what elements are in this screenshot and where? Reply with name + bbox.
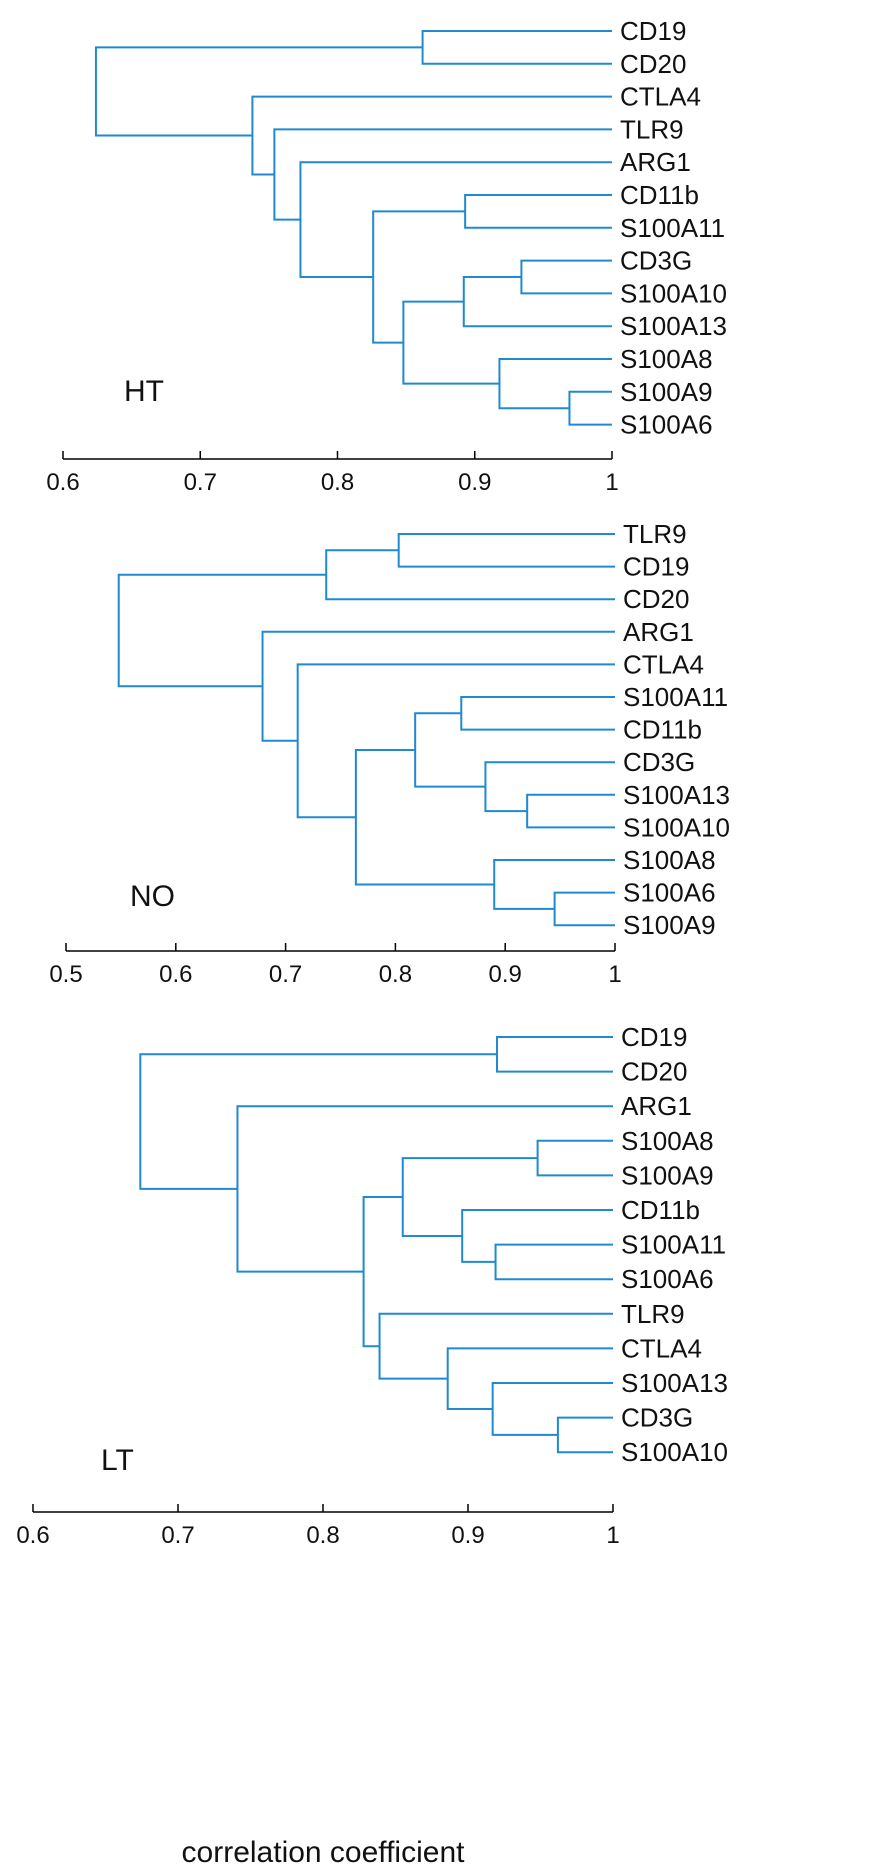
x-tick-label: 1: [605, 469, 618, 496]
leaf-label: S100A13: [620, 311, 727, 341]
leaf-label: S100A13: [621, 1368, 728, 1398]
dendrogram-link: [568, 390, 612, 426]
dendrogram-link: [464, 194, 612, 229]
leaf-label: TLR9: [623, 519, 687, 549]
dendrogram-panel-ht: CD19CD20CTLA4TLR9ARG1CD11bS100A11CD3GS10…: [46, 16, 727, 496]
leaf-label: TLR9: [621, 1299, 685, 1329]
leaf-label: CD11b: [623, 715, 702, 745]
dendrogram-link: [491, 1382, 613, 1436]
dendrogram-link: [273, 128, 612, 221]
dendrogram-link: [117, 573, 327, 688]
x-tick-label: 0.8: [306, 1522, 339, 1549]
dendrogram-link: [236, 1105, 613, 1273]
leaf-label: ARG1: [621, 1091, 692, 1121]
x-tick-label: 0.9: [489, 961, 522, 988]
leaf-label: CD3G: [620, 246, 692, 276]
leaf-label: S100A6: [623, 878, 716, 908]
dendrogram-link: [378, 1312, 613, 1380]
leaf-label: S100A11: [621, 1230, 726, 1260]
leaf-label: S100A9: [623, 910, 716, 940]
dendrogram-link: [446, 1347, 613, 1410]
dendrogram-link: [536, 1139, 613, 1177]
dendrogram-link: [484, 761, 615, 813]
x-tick-label: 0.8: [379, 961, 412, 988]
dendrogram-link: [397, 533, 615, 568]
leaf-label: ARG1: [623, 617, 694, 647]
x-tick-label: 0.7: [269, 961, 302, 988]
dendrogram-link: [556, 1416, 613, 1454]
leaf-label: S100A9: [621, 1160, 714, 1190]
dendrogram-link: [461, 1209, 613, 1263]
leaf-label: S100A8: [623, 845, 716, 875]
dendrogram-link: [421, 30, 612, 65]
dendrogram-link: [462, 276, 612, 328]
x-axis-title: correlation coefficient: [182, 1836, 466, 1869]
leaf-label: ARG1: [620, 147, 691, 177]
dendrogram-link: [498, 358, 612, 410]
dendrogram-link: [372, 210, 466, 344]
panel-label: HT: [124, 375, 164, 408]
x-tick-label: 0.6: [46, 469, 79, 496]
dendrogram-link: [496, 1036, 613, 1073]
x-tick-label: 1: [608, 961, 621, 988]
leaf-label: S100A11: [623, 682, 728, 712]
dendrogram-panel-no: TLR9CD19CD20ARG1CTLA4S100A11CD11bCD3GS10…: [49, 519, 730, 988]
dendrogram-panel-lt: CD19 CD20 ARG1 S100A8 S100A9 CD11b S100A11 S100…: [16, 1022, 728, 1869]
leaf-label: CD11b: [621, 1195, 700, 1225]
x-tick-label: 0.9: [451, 1522, 484, 1549]
x-tick-label: 0.6: [16, 1522, 49, 1549]
dendrogram-link: [362, 1196, 403, 1348]
leaf-label: TLR9: [620, 114, 684, 144]
dendrogram-link: [94, 46, 423, 137]
leaf-label: S100A8: [620, 344, 713, 374]
dendrogram-link: [526, 793, 615, 829]
leaf-label: S100A8: [621, 1126, 714, 1156]
panel-label: LT: [101, 1444, 134, 1477]
x-tick-label: 0.7: [161, 1522, 194, 1549]
dendrogram-link: [261, 630, 615, 742]
leaf-label: CD20: [620, 49, 686, 79]
x-tick-label: 0.9: [458, 469, 491, 496]
dendrogram-link: [325, 549, 615, 601]
panel-label: NO: [130, 880, 175, 913]
dendrogram-link: [460, 696, 615, 731]
x-tick-label: 0.8: [321, 469, 354, 496]
leaf-label: S100A6: [621, 1264, 714, 1294]
leaf-label: S100A9: [620, 377, 713, 407]
leaf-label: CD11b: [620, 180, 699, 210]
leaf-label: CD3G: [621, 1403, 693, 1433]
dendrogram-link: [402, 300, 500, 385]
leaf-label: CD19: [621, 1022, 687, 1052]
dendrogram-link: [553, 891, 615, 927]
x-tick-label: 1: [606, 1522, 619, 1549]
dendrogram-link: [520, 259, 612, 295]
dendrogram-link: [299, 161, 612, 278]
leaf-label: S100A6: [620, 410, 713, 440]
leaf-label: S100A13: [623, 780, 730, 810]
leaf-label: S100A11: [620, 213, 725, 243]
leaf-label: CTLA4: [621, 1333, 702, 1363]
dendrogram-link: [494, 1243, 613, 1281]
leaf-label: CD20: [621, 1057, 687, 1087]
leaf-label: CTLA4: [620, 82, 701, 112]
x-tick-label: 0.6: [159, 961, 192, 988]
dendrogram-link: [414, 712, 486, 788]
leaf-label: S100A10: [621, 1437, 728, 1467]
leaf-label: S100A10: [620, 278, 727, 308]
leaf-label: CD20: [623, 584, 689, 614]
leaf-label: CD19: [623, 552, 689, 582]
dendrogram-link: [401, 1157, 538, 1237]
leaf-label: CD19: [620, 16, 686, 46]
dendrogram-link: [139, 1053, 497, 1190]
leaf-label: CTLA4: [623, 649, 704, 679]
leaf-label: CD3G: [623, 747, 695, 777]
x-tick-label: 0.5: [49, 961, 82, 988]
dendrogram-link: [354, 748, 495, 886]
leaf-label: S100A10: [623, 812, 730, 842]
x-tick-label: 0.7: [184, 469, 217, 496]
